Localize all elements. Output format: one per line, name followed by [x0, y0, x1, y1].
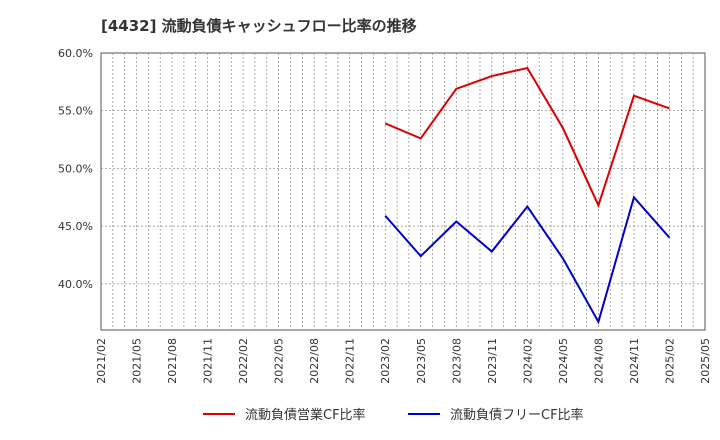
x-tick-label: 2024/08 [592, 338, 605, 384]
x-tick-label: 2024/05 [557, 338, 570, 384]
grid [101, 53, 705, 330]
plot-area [100, 52, 706, 331]
x-tick-label: 2025/02 [663, 338, 676, 384]
y-axis: 40.0% 45.0% 50.0% 55.0% 60.0% [58, 47, 93, 291]
x-tick-label: 2022/05 [273, 338, 286, 384]
y-tick-label: 40.0% [58, 278, 93, 291]
x-tick-label: 2023/02 [379, 338, 392, 384]
legend-label-operating-cf: 流動負債営業CF比率 [245, 407, 366, 423]
series-line-1 [384, 195, 671, 325]
x-tick-label: 2022/08 [308, 338, 321, 384]
x-tick-label: 2021/02 [95, 338, 108, 384]
x-tick-label: 2023/05 [415, 338, 428, 384]
x-axis: 2021/02 2021/05 2021/08 2021/11 2022/02 2022/… [95, 338, 712, 384]
x-tick-label: 2021/11 [202, 338, 215, 384]
x-tick-label: 2022/11 [344, 338, 357, 384]
x-tick-label: 2025/05 [699, 338, 712, 384]
legend: 流動負債営業CF比率 流動負債フリーCF比率 [203, 407, 584, 423]
x-tick-label: 2021/05 [131, 338, 144, 384]
x-tick-label: 2024/11 [628, 338, 641, 384]
x-tick-label: 2022/02 [237, 338, 250, 384]
y-tick-label: 60.0% [58, 47, 93, 60]
x-tick-label: 2023/11 [486, 338, 499, 384]
chart-title: [4432] 流動負債キャッシュフロー比率の推移 [101, 17, 417, 35]
y-tick-label: 55.0% [58, 105, 93, 118]
x-tick-label: 2021/08 [166, 338, 179, 384]
series-line-0 [384, 66, 670, 209]
y-tick-label: 50.0% [58, 162, 93, 175]
legend-label-free-cf: 流動負債フリーCF比率 [450, 407, 584, 423]
y-tick-label: 45.0% [58, 220, 93, 233]
x-tick-label: 2023/08 [450, 338, 463, 384]
x-tick-label: 2024/02 [521, 338, 534, 384]
series-group [384, 66, 671, 325]
